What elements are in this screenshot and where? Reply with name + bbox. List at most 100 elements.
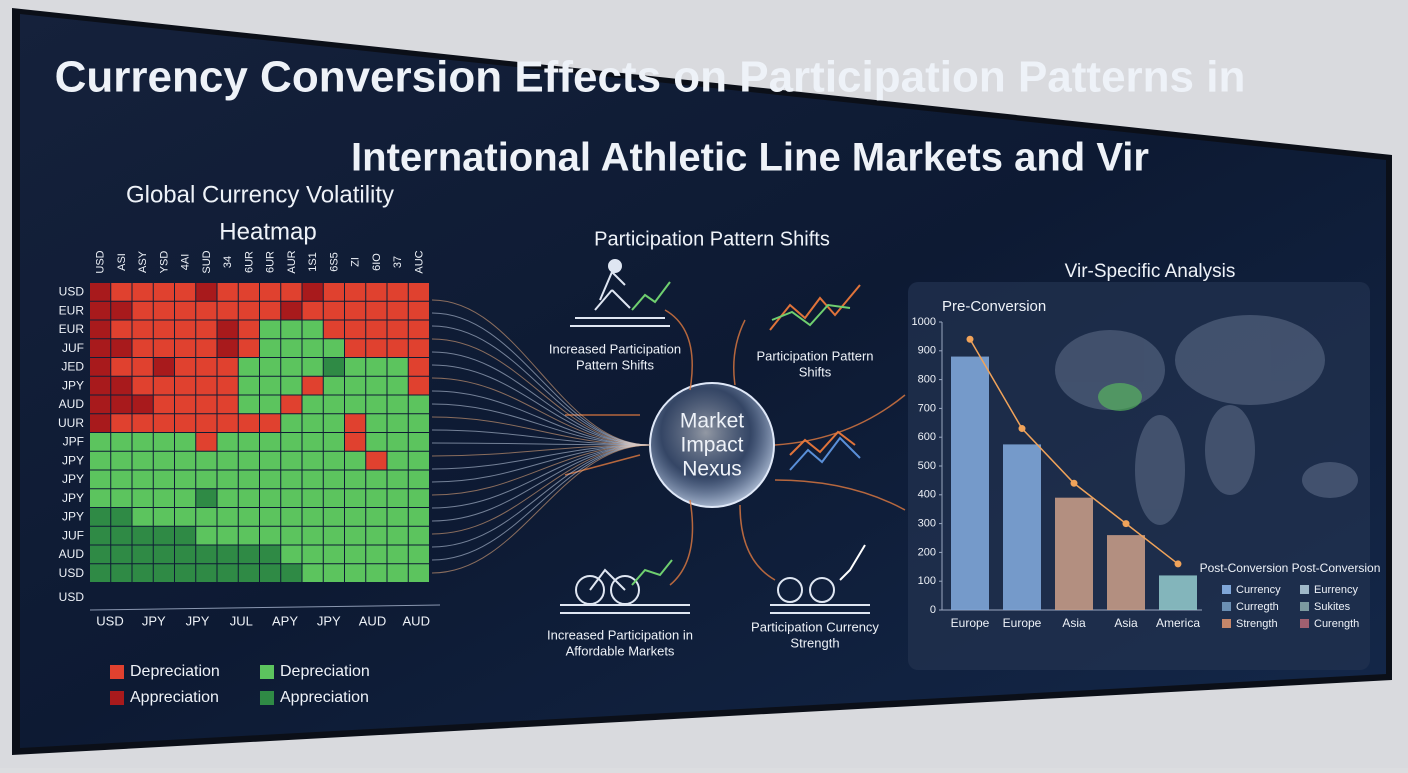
legend-label: Sukites	[1314, 601, 1351, 613]
heatmap-cell	[238, 564, 259, 582]
trend-point	[1174, 560, 1182, 568]
heatmap-cell	[281, 545, 302, 564]
heatmap-cell	[175, 545, 196, 564]
heatmap-cell	[260, 414, 281, 432]
heatmap-cell	[111, 451, 132, 470]
row-label: AUD	[59, 397, 85, 411]
heatmap-cell	[345, 545, 366, 564]
heatmap-cell	[345, 320, 366, 339]
heatmap-cell	[217, 451, 238, 470]
heatmap-cell	[366, 564, 387, 582]
heatmap-cell	[217, 339, 238, 357]
heatmap-cell	[132, 414, 153, 432]
row-label: JPY	[62, 491, 84, 505]
bar	[1055, 497, 1093, 610]
heatmap-cell	[408, 489, 429, 507]
heatmap-cell	[302, 489, 323, 507]
heatmap-cell	[196, 376, 217, 395]
heatmap-cell	[238, 414, 259, 432]
y-tick-label: 100	[918, 575, 936, 587]
heatmap-cell	[217, 508, 238, 526]
nexus-label: Market	[680, 410, 744, 433]
heatmap-cell	[175, 301, 196, 320]
heatmap-cell	[132, 433, 153, 451]
heatmap-cell	[387, 564, 408, 582]
x-tick-label: Asia	[1114, 616, 1138, 630]
y-tick-label: 900	[918, 345, 936, 357]
heatmap-cell	[196, 301, 217, 320]
heatmap-cell	[217, 358, 238, 376]
row-label: JPY	[62, 378, 84, 392]
heatmap-cell	[323, 526, 344, 545]
heatmap-cell	[196, 283, 217, 301]
heatmap-cell	[153, 320, 174, 339]
legend-swatch	[1222, 585, 1231, 594]
heatmap-cell	[323, 339, 344, 357]
heatmap-cell	[111, 414, 132, 432]
heatmap-cell	[153, 301, 174, 320]
heatmap-cell	[345, 414, 366, 432]
heatmap-cell	[387, 508, 408, 526]
row-label: JPY	[62, 472, 84, 486]
row-label: JPY	[62, 510, 84, 524]
heatmap-cell	[90, 283, 111, 301]
flow-line	[431, 351, 651, 446]
flow-line	[431, 390, 651, 446]
row-label: JUF	[62, 528, 84, 542]
heatmap-cell	[323, 283, 344, 301]
heatmap-cell	[302, 320, 323, 339]
heatmap-cell	[238, 451, 259, 470]
heatmap-cell	[238, 358, 259, 376]
row-label: UUR	[58, 416, 84, 430]
flow-line	[431, 325, 651, 446]
heatmap-cell	[238, 283, 259, 301]
heatmap-cell	[153, 489, 174, 507]
legend-swatch	[1300, 602, 1309, 611]
heatmap-cell	[302, 526, 323, 545]
heatmap-cell	[175, 564, 196, 582]
legend-swatch	[260, 665, 274, 679]
heatmap-cell	[345, 301, 366, 320]
y-tick-label: 400	[918, 489, 936, 501]
heatmap-cell	[260, 508, 281, 526]
x-tick-label: Europe	[951, 616, 990, 630]
heatmap-title: Heatmap	[219, 218, 316, 245]
heatmap-cell	[323, 545, 344, 564]
heatmap-cell	[281, 376, 302, 395]
heatmap-cell	[323, 414, 344, 432]
heatmap-cell	[345, 451, 366, 470]
row-label: JPF	[63, 435, 84, 449]
heatmap-cell	[281, 470, 302, 489]
heatmap-cell	[366, 489, 387, 507]
x-tick-label: Asia	[1062, 616, 1086, 630]
heatmap-cell	[153, 526, 174, 545]
heatmap-cell	[90, 451, 111, 470]
heatmap-cell	[302, 301, 323, 320]
heatmap-cell	[345, 339, 366, 357]
heatmap-cell	[153, 451, 174, 470]
heatmap-cell	[238, 526, 259, 545]
column-label: 6S5	[328, 252, 340, 272]
heatmap-cell	[175, 433, 196, 451]
legend-label: Depreciation	[280, 663, 370, 680]
heatmap-cell	[196, 339, 217, 357]
heatmap-cell	[132, 358, 153, 376]
heatmap-cell	[260, 526, 281, 545]
heatmap-cell	[408, 414, 429, 432]
caption: Participation Pattern	[756, 348, 873, 363]
heatmap-cell	[196, 564, 217, 582]
bottom-label: JPY	[142, 613, 166, 628]
title-line: Currency Conversion Effects on Participa…	[55, 53, 1246, 102]
heatmap-cell	[175, 451, 196, 470]
sparklines	[631, 281, 866, 586]
heatmap-cell	[111, 526, 132, 545]
heatmap-cell	[217, 395, 238, 414]
heatmap-cell	[217, 564, 238, 582]
heatmap-cell	[175, 489, 196, 507]
heatmap-cell	[323, 451, 344, 470]
icons	[560, 259, 870, 614]
heatmap-cell	[132, 451, 153, 470]
heatmap-cell	[132, 395, 153, 414]
heatmap-cell	[408, 564, 429, 582]
heatmap-cell	[217, 526, 238, 545]
